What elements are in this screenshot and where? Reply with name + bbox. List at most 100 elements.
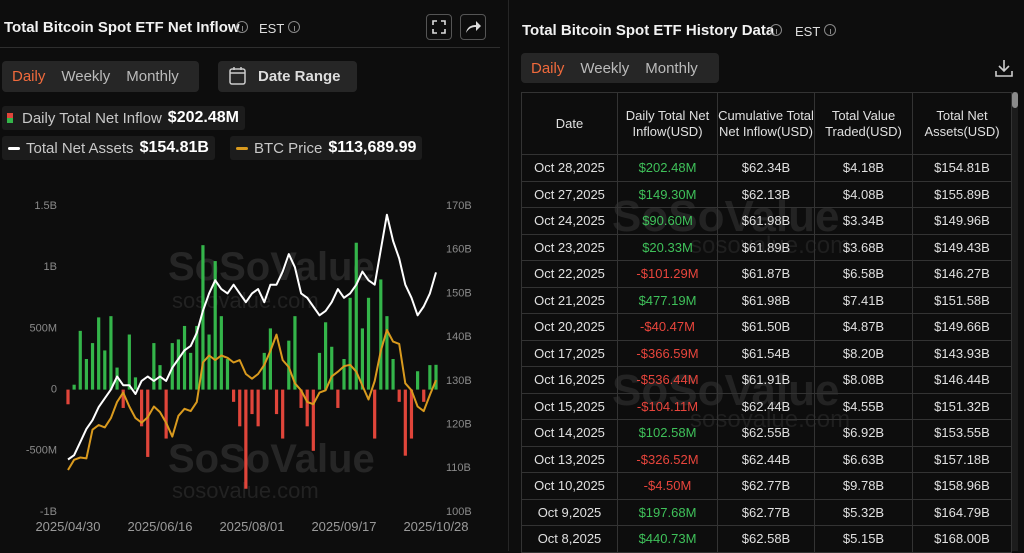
bar [189, 352, 193, 390]
tab[interactable]: Monthly [645, 59, 698, 77]
y-tick-label: 140B [446, 331, 472, 343]
bar [90, 343, 95, 390]
legend-item[interactable]: BTC Price $113,689.99 [230, 136, 423, 160]
column-header: Cumulative Total Net Inflow(USD) [717, 92, 815, 155]
tab[interactable]: Weekly [580, 59, 630, 77]
column-header: Total Value Traded(USD) [814, 92, 913, 155]
legend-value: $202.48M [167, 109, 239, 126]
legend-value: $113,689.99 [328, 139, 417, 156]
table-cell: $153.55B [912, 419, 1012, 447]
watermark: SoSoValue [168, 245, 375, 289]
bar [207, 334, 211, 390]
table-cell: $5.32B [814, 498, 913, 526]
bar [103, 350, 107, 390]
legend-swatch [236, 146, 248, 150]
bar [146, 389, 150, 457]
y-tick-label: 1B [44, 261, 57, 273]
table-cell: $149.43B [912, 233, 1012, 261]
table-cell: $62.58B [717, 525, 815, 553]
period-tabs: Daily Weekly Monthly [521, 53, 719, 83]
bar [428, 365, 432, 390]
bar [274, 389, 279, 415]
column-header: Total Net Assets(USD) [912, 92, 1012, 155]
bar [434, 364, 438, 390]
table-cell: -$366.59M [617, 339, 718, 367]
bar [152, 343, 156, 390]
bar [281, 389, 285, 439]
tab[interactable]: Weekly [61, 68, 111, 85]
download-button[interactable] [993, 57, 1015, 79]
bar [262, 352, 266, 390]
legend-item[interactable]: Total Net Assets $154.81B [2, 136, 215, 160]
table-cell: Oct 23,2025 [521, 233, 618, 261]
table-cell: Oct 13,2025 [521, 445, 618, 473]
scrollbar-thumb[interactable] [1012, 92, 1018, 108]
chart: SoSoValue sosovalue.com SoSoValue sosova… [26, 200, 472, 534]
bar [317, 352, 322, 390]
share-button[interactable] [460, 14, 486, 40]
bar [244, 389, 248, 489]
bar [127, 334, 131, 390]
watermark: SoSoValue [168, 437, 375, 481]
bar [385, 316, 389, 390]
expand-icon [432, 20, 446, 34]
table-cell: $7.41B [814, 286, 913, 314]
legend-label: Daily Total Net Inflow [22, 109, 162, 127]
table-cell: $61.87B [717, 260, 815, 288]
bar [109, 316, 113, 390]
tab[interactable]: Monthly [126, 68, 179, 85]
legend-item[interactable]: Daily Total Net Inflow $202.48M [2, 106, 245, 130]
table-cell: $154.81B [912, 154, 1012, 182]
y-tick-label: 100B [446, 506, 472, 518]
table-body: Oct 28,2025 $202.48M $62.34B $4.18B $154.81B… [521, 154, 1012, 553]
bar [416, 371, 420, 390]
table-cell: Oct 14,2025 [521, 419, 618, 447]
header-row: Date Daily Total Net Inflow(USD) Cumulativ… [521, 92, 1012, 155]
table-cell: $9.78B [814, 472, 913, 500]
info-icon[interactable] [288, 21, 300, 33]
scrollbar[interactable] [1012, 92, 1018, 551]
table-row: Oct 10,2025 -$4.50M $62.77B $9.78B $158.96B [521, 472, 1012, 500]
bar [232, 389, 236, 402]
legend-value: $154.81B [139, 139, 209, 156]
table-cell: $146.44B [912, 366, 1012, 394]
period-tabs: Daily Weekly Monthly [2, 61, 199, 92]
table-cell: $143.93B [912, 339, 1012, 367]
legend-label: BTC Price [254, 139, 323, 157]
calendar-icon [229, 67, 246, 85]
x-tick-label: 2025/04/30 [35, 519, 100, 534]
column-header: Date [521, 92, 618, 155]
table-cell: -$326.52M [617, 445, 718, 473]
date-range-button[interactable]: Date Range [218, 61, 357, 92]
share-icon [466, 21, 481, 33]
info-icon[interactable] [236, 21, 248, 33]
table-cell: -$536.44M [617, 366, 718, 394]
table-row: Oct 17,2025 -$366.59M $61.54B $8.20B $143.93… [521, 339, 1012, 367]
table-cell: $8.20B [814, 339, 913, 367]
bar [330, 346, 334, 390]
table-cell: $158.96B [912, 472, 1012, 500]
table-cell: $6.92B [814, 419, 913, 447]
table-row: Oct 8,2025 $440.73M $62.58B $5.15B $168.00B [521, 525, 1012, 553]
table-row: Oct 20,2025 -$40.47M $61.50B $4.87B $149.66B [521, 313, 1012, 341]
bar [379, 279, 383, 390]
table-row: Oct 22,2025 -$101.29M $61.87B $6.58B $146.27… [521, 260, 1012, 288]
expand-button[interactable] [426, 14, 452, 40]
info-icon[interactable] [770, 24, 782, 36]
bar [250, 389, 254, 415]
info-icon[interactable] [824, 24, 836, 36]
divider [0, 47, 500, 48]
tab[interactable]: Daily [531, 59, 565, 77]
bar [311, 389, 315, 451]
table-cell: Oct 20,2025 [521, 313, 618, 341]
tab[interactable]: Daily [12, 68, 46, 85]
y-tick-label: 130B [446, 375, 472, 387]
timezone: EST [795, 24, 821, 39]
bar [354, 242, 358, 390]
table-row: Oct 21,2025 $477.19M $61.98B $7.41B $151.58B [521, 286, 1012, 314]
table-cell: $4.18B [814, 154, 913, 182]
legend-swatch [8, 146, 20, 150]
table-row: Oct 9,2025 $197.68M $62.77B $5.32B $164.79B [521, 498, 1012, 526]
